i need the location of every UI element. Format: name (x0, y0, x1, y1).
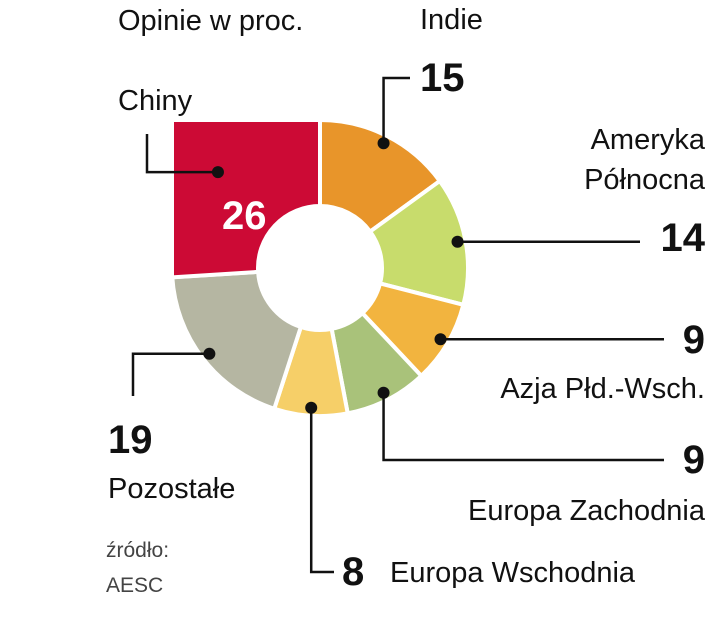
leader-line (309, 407, 334, 574)
donut-segment (318, 117, 443, 235)
category-label: Europa Zachodnia (468, 495, 705, 527)
leader-dot (434, 333, 447, 346)
leader-line (145, 134, 218, 174)
value-label: 26 (222, 194, 267, 238)
value-label: 9 (682, 438, 705, 482)
category-label: Pozostałe (108, 473, 236, 505)
category-label: Chiny (118, 85, 193, 117)
value-label: 8 (342, 550, 365, 594)
chart-title: Opinie w proc. (118, 5, 304, 37)
source-name: AESC (106, 574, 164, 597)
category-label: Indie (420, 4, 483, 36)
value-label: 15 (420, 56, 465, 100)
leader-line (382, 392, 664, 462)
donut-segment (170, 118, 322, 280)
source-label: źródło: (106, 539, 170, 562)
leader-dot (211, 166, 224, 179)
leader-line (131, 352, 210, 396)
category-label: Azja Płd.-Wsch. (500, 373, 705, 405)
leader-dot (377, 386, 390, 399)
leader-dot (305, 401, 318, 414)
leader-line (382, 76, 410, 144)
category-label: Europa Wschodnia (390, 557, 636, 589)
leader-dot (451, 235, 464, 248)
category-label: Ameryka Północna (584, 124, 705, 196)
value-label: 9 (682, 318, 705, 362)
leader-dot (377, 137, 390, 150)
value-label: 14 (660, 216, 706, 260)
value-label: 19 (108, 418, 153, 462)
leader-dot (203, 347, 216, 360)
donut-segment (170, 269, 304, 412)
